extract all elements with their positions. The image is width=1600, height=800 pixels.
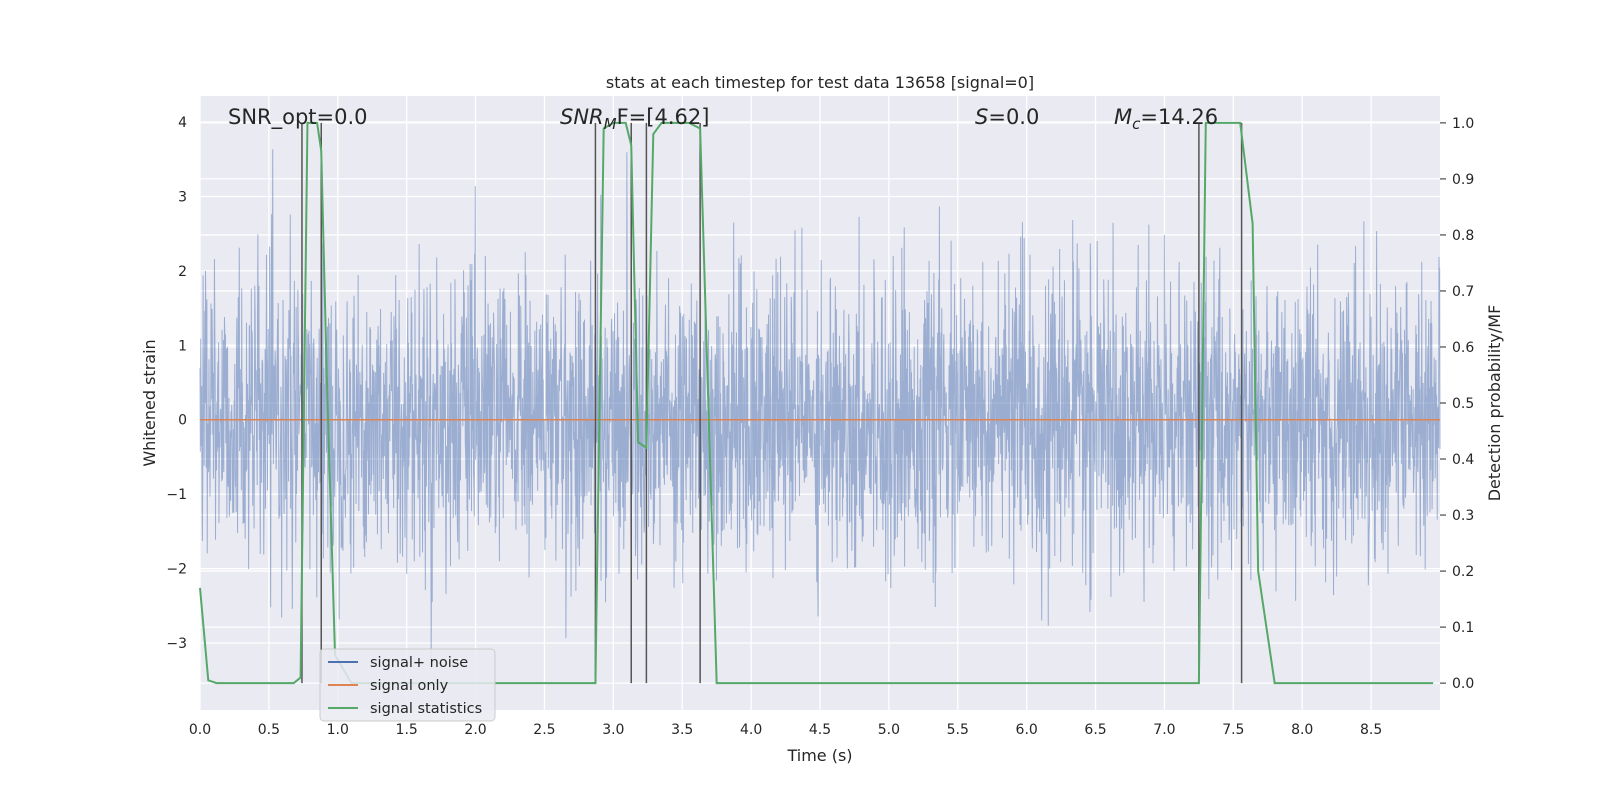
- y-tick-label-right: 0.3: [1452, 508, 1474, 524]
- y-tick-label-left: 3: [178, 189, 187, 205]
- x-tick-label: 4.0: [740, 722, 762, 738]
- mc-value: =14.26: [1140, 105, 1218, 129]
- x-tick-label: 7.0: [1153, 722, 1175, 738]
- y-ticks-right: 1.0 0.9 0.8 0.7 0.6 0.5 0.4 0.3 0.2 0.1 0.0: [1440, 116, 1474, 692]
- signal-statistics-line: [199, 121, 1434, 685]
- x-axis-label: Time (s): [786, 746, 852, 765]
- annotation-snr-mf: SNRMF=[4.62]: [560, 105, 709, 133]
- x-tick-label: 4.5: [809, 722, 831, 738]
- y-tick-label-left: 4: [178, 115, 187, 131]
- y-tick-label-right: 0.0: [1452, 676, 1474, 692]
- y-tick-label-right: 0.7: [1452, 284, 1474, 300]
- legend-label-stats: signal statistics: [370, 701, 482, 717]
- legend-box: [319, 648, 496, 722]
- y-ticks-left: 4 3 2 1 0 −1 −2 −3: [166, 115, 187, 652]
- y-tick-label-right: 0.8: [1452, 228, 1474, 244]
- legend: signal+ noise signal only signal statist…: [319, 648, 496, 722]
- chart-title: stats at each timestep for test data 136…: [606, 73, 1034, 92]
- x-tick-label: 3.0: [602, 722, 624, 738]
- x-tick-label: 5.0: [878, 722, 900, 738]
- x-tick-label: 0.0: [189, 722, 211, 738]
- y-tick-label-left: −2: [166, 562, 187, 578]
- signal-noise-line: [199, 149, 1441, 661]
- x-tick-label: 2.5: [533, 722, 555, 738]
- x-tick-label: 6.5: [1084, 722, 1106, 738]
- snr-mf-value: F=[4.62]: [617, 105, 710, 129]
- annotation-s: S=0.0: [975, 105, 1039, 129]
- y-tick-label-right: 0.4: [1452, 452, 1474, 468]
- x-tick-label: 7.5: [1222, 722, 1244, 738]
- y-tick-label-left: 1: [178, 338, 187, 354]
- snr-mf-subscript: M: [604, 115, 617, 133]
- y-tick-label-left: 2: [178, 264, 187, 280]
- x-tick-label: 5.5: [947, 722, 969, 738]
- snr-mf-symbol: SNR: [560, 105, 604, 129]
- signal-statistics-series: [199, 121, 1434, 685]
- y-tick-label-right: 0.5: [1452, 396, 1474, 412]
- legend-label-noise: signal+ noise: [370, 655, 468, 671]
- annotation-mc: Mc=14.26: [1114, 105, 1218, 133]
- y-tick-label-right: 0.2: [1452, 564, 1474, 580]
- x-tick-label: 8.0: [1291, 722, 1313, 738]
- x-tick-label: 3.5: [671, 722, 693, 738]
- x-tick-label: 0.5: [258, 722, 280, 738]
- x-tick-label: 1.5: [396, 722, 418, 738]
- s-symbol: S: [975, 105, 988, 129]
- y-tick-label-left: −3: [166, 636, 187, 652]
- mc-subscript: c: [1132, 115, 1141, 133]
- y-tick-label-right: 0.9: [1452, 172, 1474, 188]
- y-tick-label-left: −1: [166, 487, 187, 503]
- legend-label-signal: signal only: [370, 678, 449, 694]
- y-tick-label-right: 0.6: [1452, 340, 1474, 356]
- annotation-snr-opt: SNR_opt=0.0: [228, 105, 368, 130]
- x-tick-label: 6.0: [1016, 722, 1038, 738]
- y-tick-label-right: 0.1: [1452, 620, 1474, 636]
- s-value: =0.0: [988, 105, 1039, 129]
- y-axis-label-left: Whitened strain: [140, 339, 159, 466]
- x-tick-label: 2.0: [464, 722, 486, 738]
- mc-symbol: M: [1114, 105, 1132, 129]
- y-tick-label-right: 1.0: [1452, 116, 1474, 132]
- y-tick-label-left: 0: [178, 413, 187, 429]
- x-tick-label: 1.0: [327, 722, 349, 738]
- x-ticks: 0.0 0.5 1.0 1.5 2.0 2.5 3.0 3.5 4.0 4.5 5.0 5.5 6.0 6…: [189, 722, 1382, 738]
- x-tick-label: 8.5: [1360, 722, 1382, 738]
- signal-noise-series: [199, 149, 1441, 661]
- y-axis-label-right: Detection probability/MF: [1485, 305, 1504, 502]
